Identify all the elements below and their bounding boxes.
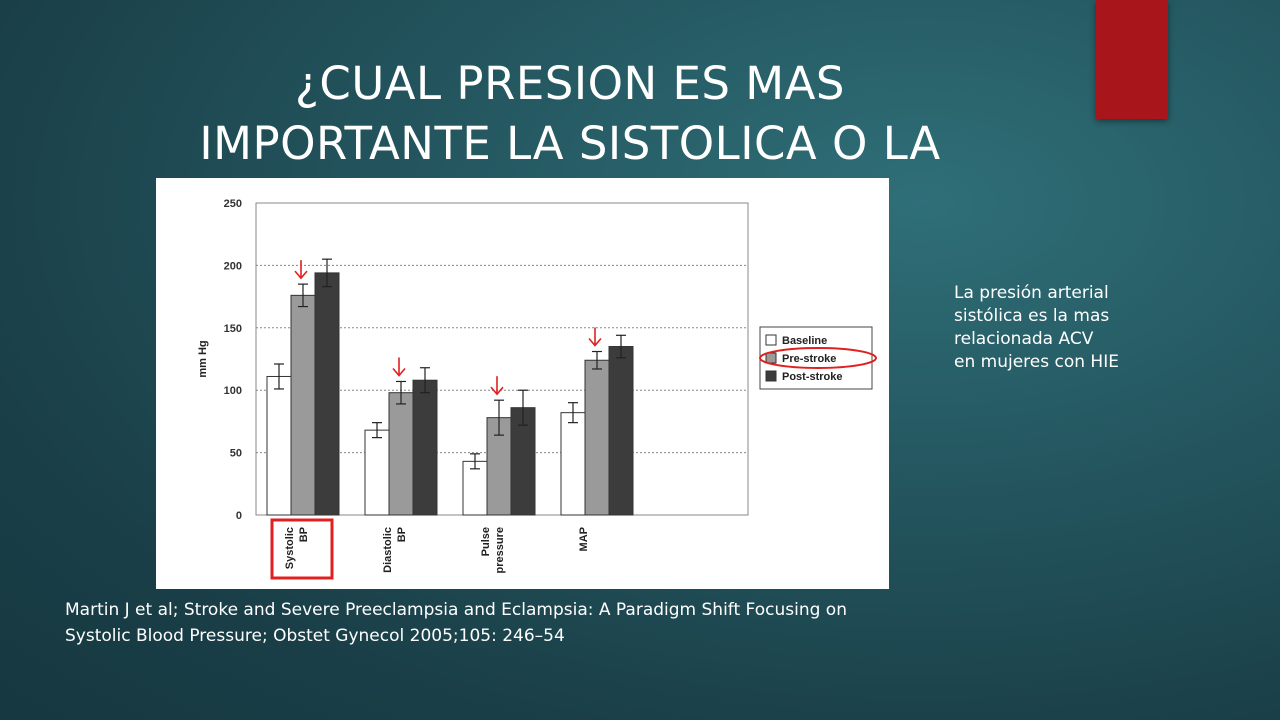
legend-swatch [765,370,777,382]
title-line-2: IMPORTANTE LA SISTOLICA O LA [199,117,941,170]
side-note: La presión arterial sistólica es la mas … [954,282,1254,374]
side-note-line: sistólica es la mas [954,306,1110,326]
y-tick-label: 100 [224,385,242,397]
red-arrow-head-icon [392,367,406,377]
red-arrow-head-icon [294,270,308,280]
x-category-label: Diastolic [382,527,394,573]
bar [364,429,390,516]
x-category-label: pressure [494,527,506,573]
red-accent-bar [1096,0,1168,119]
bar [266,375,292,516]
bar [608,346,634,516]
bar [412,379,438,516]
title-line-1: ¿CUAL PRESION ES MAS [295,57,845,110]
legend-label: Pre-stroke [782,353,836,365]
y-tick-label: 250 [224,198,242,210]
x-category-label: BP [396,527,408,542]
red-arrow-head-icon [490,386,504,396]
legend-label: Post-stroke [782,371,843,383]
legend-highlight-circle [759,347,877,369]
side-note-line: en mujeres con HIE [954,352,1119,372]
side-note-line: relacionada ACV [954,329,1094,349]
red-arrow-head-icon [588,337,602,347]
chart-image: 0 50 100 150 200 250 mm Hg Systolic BP Diastolic B… [156,178,889,589]
x-category-label: Pulse [480,527,492,556]
bar [290,294,316,516]
citation-line: Martin J et al; Stroke and Severe Preecl… [65,600,847,620]
side-note-line: La presión arterial [954,283,1109,303]
y-tick-label: 150 [224,323,242,335]
bar [314,272,340,516]
bar [388,392,414,516]
legend-swatch [765,352,777,364]
slide-title: ¿CUAL PRESION ES MAS IMPORTANTE LA SISTO… [100,54,1040,182]
x-category-label: BP [298,527,310,542]
y-axis-label: mm Hg [197,340,209,377]
bar [560,412,586,516]
citation-line: Systolic Blood Pressure; Obstet Gynecol … [65,626,565,646]
category-highlight-box [270,518,334,580]
legend-label: Baseline [782,335,827,347]
legend-box [759,326,873,390]
x-category-label: MAP [578,527,590,551]
bar [584,359,610,516]
legend-swatch [765,334,777,346]
y-tick-label: 50 [230,448,242,460]
x-category-label: Systolic [284,527,296,569]
citation: Martin J et al; Stroke and Severe Preecl… [65,597,1245,649]
y-tick-label: 200 [224,260,242,272]
y-tick-label: 0 [236,510,242,522]
